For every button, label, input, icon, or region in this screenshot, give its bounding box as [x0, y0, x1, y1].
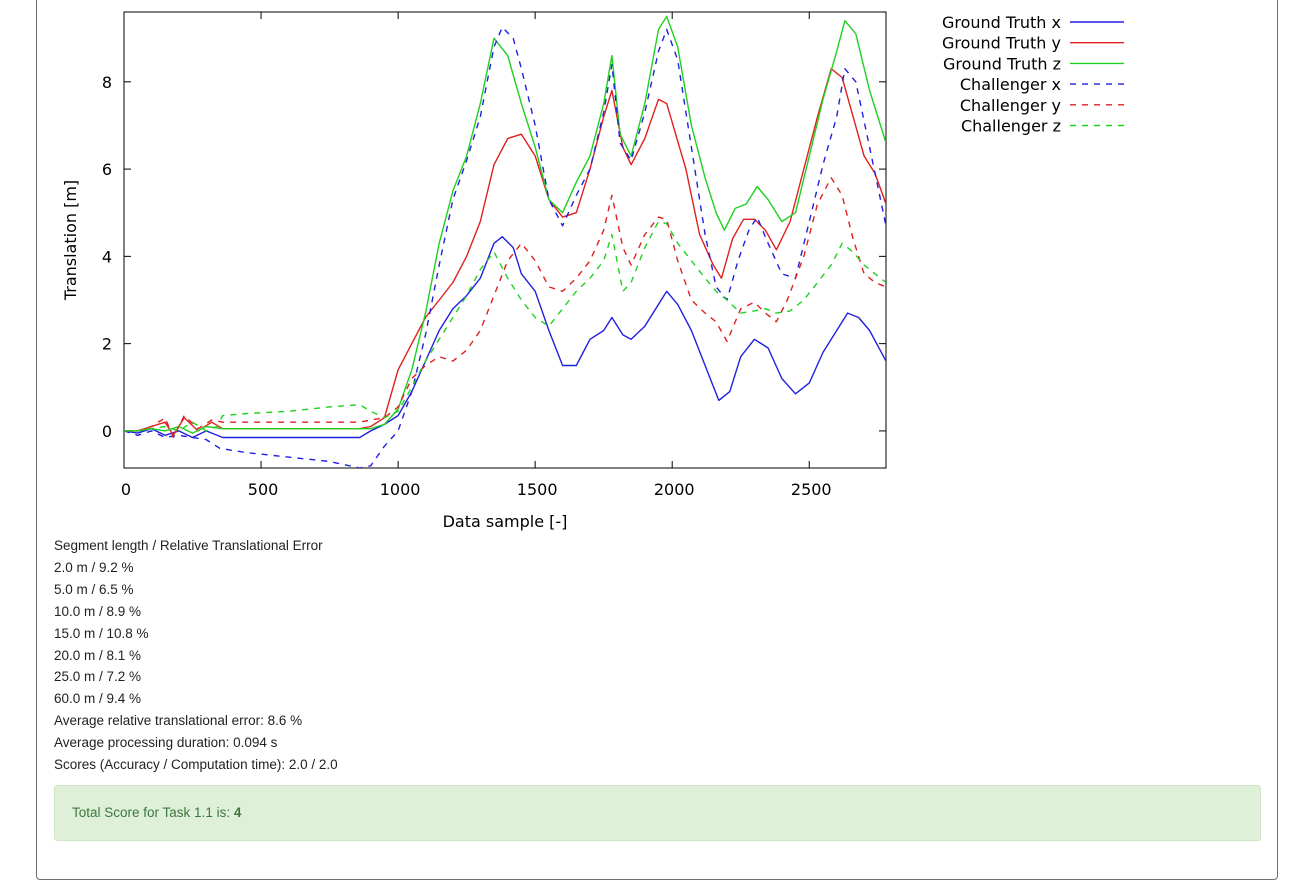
series-line-ground-truth-x — [124, 236, 886, 439]
series-line-challenger-z — [124, 220, 886, 432]
x-tick-label: 500 — [248, 480, 279, 499]
series-line-challenger-x — [124, 26, 886, 468]
series-line-challenger-y — [124, 177, 886, 439]
plot-frame — [123, 11, 887, 469]
y-axis-label: Translation [m] — [61, 180, 80, 301]
series-line-ground-truth-z — [124, 15, 886, 434]
segment-line: 2.0 m / 9.2 % — [54, 559, 134, 575]
result-panel — [36, 0, 1278, 880]
y-tick-label: 0 — [102, 422, 112, 441]
x-tick-label: 1500 — [517, 480, 558, 499]
x-tick-label: 1000 — [380, 480, 421, 499]
y-tick-label: 4 — [102, 247, 112, 266]
total-score-value: 4 — [233, 805, 242, 820]
segment-line: 60.0 m / 9.4 % — [54, 691, 142, 707]
x-tick-label: 2000 — [654, 480, 695, 499]
x-axis-label: Data sample [-] — [443, 512, 568, 531]
segment-line: 25.0 m / 7.2 % — [54, 669, 142, 685]
legend-label: Challenger z — [961, 117, 1061, 136]
legend-label: Ground Truth x — [942, 13, 1061, 32]
scores-line: Scores (Accuracy / Computation time): 2.… — [54, 757, 338, 773]
average-duration: Average processing duration: 0.094 s — [54, 735, 278, 751]
x-tick-label: 2500 — [791, 480, 832, 499]
segment-line: 5.0 m / 6.5 % — [54, 581, 134, 597]
legend-label: Challenger x — [960, 75, 1061, 94]
stats-block: Segment length / Relative Translational … — [54, 535, 338, 776]
y-tick-label: 6 — [102, 160, 112, 179]
translation-chart: 0 500 1000 1500 2000 2500 0 2 4 6 8 Ground Truth x… — [61, 11, 1124, 531]
y-tick-label: 2 — [102, 335, 112, 354]
legend-label: Ground Truth y — [942, 34, 1061, 53]
legend-label: Challenger y — [960, 96, 1061, 115]
total-score-label: Total Score for Task 1.1 is: — [72, 805, 234, 820]
x-tick-label: 0 — [121, 480, 131, 499]
stats-header: Segment length / Relative Translational … — [54, 538, 323, 553]
series-line-ground-truth-y — [124, 68, 886, 436]
segment-line: 15.0 m / 10.8 % — [54, 625, 149, 641]
segment-line: 20.0 m / 8.1 % — [54, 647, 142, 663]
segment-line: 10.0 m / 8.9 % — [54, 603, 142, 619]
y-tick-label: 8 — [102, 73, 112, 92]
total-score-alert: Total Score for Task 1.1 is: 4 — [54, 785, 1261, 841]
average-error: Average relative translational error: 8.… — [54, 713, 303, 729]
legend-label: Ground Truth z — [943, 54, 1061, 73]
